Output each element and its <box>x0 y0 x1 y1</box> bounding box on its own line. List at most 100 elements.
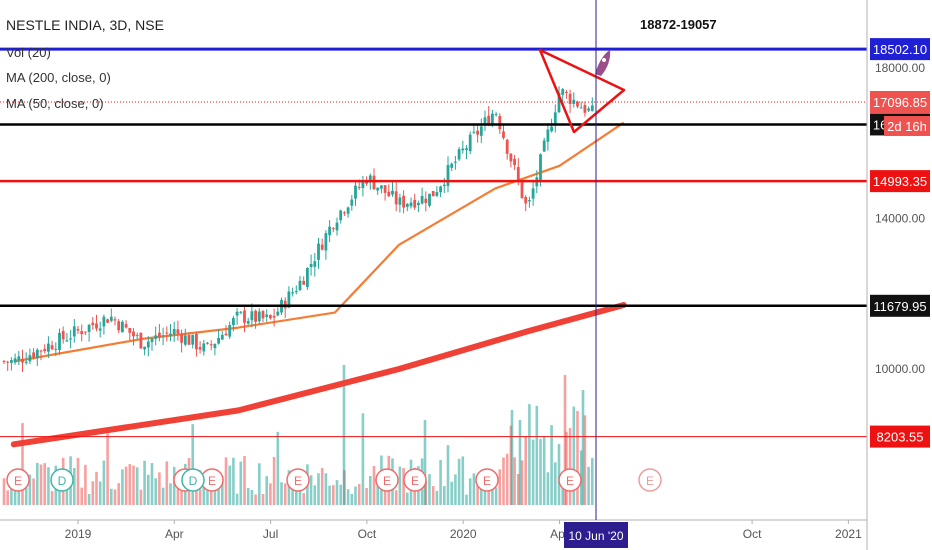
price-label[interactable]: 18502.10 <box>873 42 927 57</box>
legend-ma50[interactable]: MA (50, close, 0) <box>6 96 104 111</box>
candle-body <box>339 210 343 221</box>
volume-bar <box>302 493 305 505</box>
volume-bar <box>332 485 335 505</box>
price-label[interactable]: 14993.35 <box>873 174 927 189</box>
earnings-badge[interactable] <box>475 468 499 492</box>
candle-body <box>235 311 239 316</box>
candle-body <box>95 323 98 329</box>
crosshair-date-label[interactable]: 10 Jun '20 <box>568 529 623 543</box>
candle-body <box>346 207 350 214</box>
candle-body <box>568 93 572 105</box>
candle-body <box>98 328 102 331</box>
candle-body <box>531 188 535 199</box>
plot-area[interactable] <box>0 0 867 520</box>
earnings-badge[interactable] <box>558 468 582 492</box>
candle-body <box>6 361 10 363</box>
volume-bar <box>147 474 150 505</box>
volume-bar <box>583 415 587 505</box>
earnings-badge[interactable] <box>286 468 310 492</box>
volume-bar <box>276 431 280 505</box>
legend-volume[interactable]: Vol (20) <box>6 45 51 60</box>
dividend-badge[interactable] <box>181 468 205 492</box>
earnings-badge[interactable] <box>403 468 427 492</box>
candle-body <box>583 104 587 113</box>
candle-body <box>102 316 106 327</box>
drawings[interactable] <box>538 48 626 134</box>
volume-bar <box>565 431 568 505</box>
candle-body <box>28 355 32 362</box>
candle-body <box>257 311 261 322</box>
volume-bar <box>98 481 102 505</box>
candle-body <box>376 187 380 191</box>
volume-bar <box>191 424 194 505</box>
candle-body <box>220 334 224 340</box>
triangle-drawing[interactable] <box>538 48 626 134</box>
candle-body <box>65 340 69 342</box>
time-axis-area[interactable] <box>0 520 932 550</box>
event-badges[interactable]: EEEEEEEEEDD <box>6 468 662 492</box>
crosshair-date-bg <box>564 522 628 548</box>
volume-bar <box>21 423 24 505</box>
candle-body <box>402 195 405 208</box>
dividend-badge[interactable] <box>50 468 74 492</box>
candle-body <box>313 261 317 267</box>
candle-body <box>76 329 80 331</box>
volume-bar <box>446 445 450 505</box>
volume-bar <box>557 444 561 505</box>
candle-body <box>446 165 450 186</box>
volume-bar <box>520 460 524 505</box>
volume-bar <box>143 460 146 505</box>
candle-body <box>117 321 121 331</box>
candle-body <box>213 343 217 349</box>
volume-bar <box>132 465 135 505</box>
volume-bar <box>350 493 354 505</box>
price-label[interactable]: 11679.95 <box>873 299 926 314</box>
volume-bar <box>539 439 542 505</box>
candle-body <box>398 197 402 205</box>
volume-bar <box>150 463 154 505</box>
candle-body <box>172 329 176 335</box>
volume-bar <box>568 427 572 505</box>
volume-bar <box>457 458 461 505</box>
legend-ma200[interactable]: MA (200, close, 0) <box>6 70 111 85</box>
volume-bar <box>2 478 6 505</box>
volume-bar <box>243 456 246 505</box>
candle-body <box>487 115 491 126</box>
volume-bar <box>476 485 479 505</box>
rocket-window <box>602 58 606 62</box>
candle-body <box>320 244 324 250</box>
target-range-annotation[interactable]: 18872-19057 <box>640 17 717 32</box>
volume-bar <box>239 461 243 505</box>
candle-body <box>428 193 431 206</box>
candle-body <box>35 349 39 359</box>
earnings-badge[interactable] <box>638 468 662 492</box>
volume-bar <box>80 487 83 505</box>
candle-body <box>232 318 235 326</box>
volume-bar <box>6 490 9 505</box>
price-label[interactable]: 8203.55 <box>877 430 924 445</box>
candle-body <box>424 198 428 203</box>
countdown-bg <box>884 115 930 136</box>
volume-bar <box>172 466 176 505</box>
candle-body <box>413 199 417 208</box>
earnings-badge[interactable] <box>375 468 399 492</box>
volume-bar <box>317 473 320 505</box>
volume-bar <box>258 463 261 505</box>
volume-bar <box>320 467 324 505</box>
volume-bar <box>106 433 109 505</box>
candle-body <box>91 322 95 326</box>
earnings-badge[interactable] <box>6 468 30 492</box>
candle-body <box>372 175 376 190</box>
volume-bar <box>328 485 331 505</box>
candle-body <box>206 342 209 344</box>
rocket-icon[interactable] <box>595 50 611 76</box>
candle-body <box>542 140 546 152</box>
x-tick-label: 2019 <box>65 527 92 541</box>
price-label[interactable]: 17096.85 <box>873 95 927 110</box>
horizontal-levels[interactable] <box>0 47 867 438</box>
candle-body <box>409 202 413 207</box>
candle-body <box>87 324 91 332</box>
